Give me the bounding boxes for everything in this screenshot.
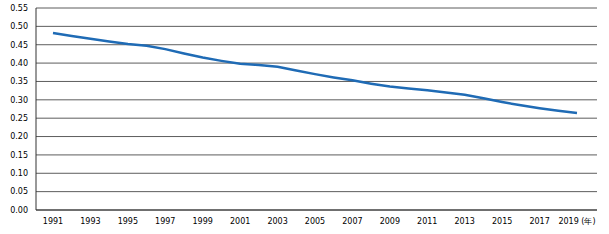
svg-text:0.35: 0.35 (10, 77, 28, 86)
svg-text:1997: 1997 (155, 217, 175, 226)
svg-text:0.25: 0.25 (10, 114, 28, 123)
svg-text:2015: 2015 (492, 217, 512, 226)
svg-text:0.45: 0.45 (10, 41, 28, 50)
svg-text:0.40: 0.40 (10, 59, 28, 68)
svg-text:0.30: 0.30 (10, 96, 28, 105)
svg-text:0.10: 0.10 (10, 169, 28, 178)
svg-text:2019 (年): 2019 (年) (558, 217, 595, 226)
svg-text:0.50: 0.50 (10, 22, 28, 31)
svg-text:2005: 2005 (305, 217, 325, 226)
svg-text:1991: 1991 (43, 217, 63, 226)
svg-text:2001: 2001 (230, 217, 250, 226)
svg-text:2003: 2003 (267, 217, 287, 226)
svg-text:0.05: 0.05 (10, 187, 28, 196)
svg-text:2017: 2017 (529, 217, 549, 226)
svg-text:0.15: 0.15 (10, 151, 28, 160)
svg-text:2009: 2009 (380, 217, 400, 226)
svg-text:1993: 1993 (80, 217, 100, 226)
svg-text:2011: 2011 (417, 217, 437, 226)
svg-text:1995: 1995 (118, 217, 138, 226)
svg-text:2013: 2013 (455, 217, 475, 226)
svg-text:1999: 1999 (193, 217, 213, 226)
svg-text:2007: 2007 (342, 217, 362, 226)
svg-text:0.55: 0.55 (10, 4, 28, 13)
svg-text:0.20: 0.20 (10, 132, 28, 141)
svg-text:0.00: 0.00 (10, 206, 28, 215)
